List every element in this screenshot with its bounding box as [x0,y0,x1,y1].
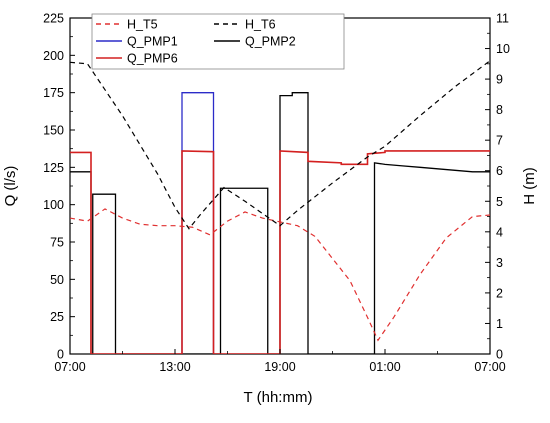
y-right-tick-label: 1 [496,317,503,331]
y-right-tick-label: 2 [496,286,503,300]
y-left-tick-label: 0 [57,348,64,362]
y-left-tick-label: 200 [43,49,64,63]
y-left-tick-label: 75 [50,236,64,250]
y-left-tick-label: 175 [43,86,64,100]
y-right-tick-label: 0 [496,348,503,362]
y-right-tick-label: 3 [496,256,503,270]
y-left-tick-label: 125 [43,161,64,175]
x-tick-label: 13:00 [159,360,190,374]
y-axis-label-right: H (m) [521,167,538,205]
legend: H_T5 H_T6 Q_PMP1 Q_PMP2 Q_PMP6 [91,13,345,70]
x-axis-label: T (hh:mm) [244,389,313,406]
series-line-q-pmp1 [181,92,215,354]
series-layer [70,60,490,354]
y-axis-label-left: Q (l/s) [2,166,19,207]
legend-label-q-pmp6: Q_PMP6 [127,52,178,66]
x-tick-label: 07:00 [54,360,85,374]
y-right-tick-label: 10 [496,42,510,56]
legend-label-q-pmp2: Q_PMP2 [245,35,296,49]
y-right-tick-label: 11 [496,12,509,26]
y-left-tick-label: 25 [50,310,64,324]
legend-label-q-pmp1: Q_PMP1 [127,35,178,49]
y-left-tick-label: 225 [43,12,64,26]
legend-label-h-t5: H_T5 [127,18,158,32]
y-right-tick-label: 9 [496,73,503,87]
x-tick-label: 07:00 [474,360,505,374]
x-tick-label: 01:00 [369,360,400,374]
y-left-tick-label: 150 [43,124,64,138]
x-tick-label: 19:00 [264,360,295,374]
y-right-tick-label: 7 [496,134,503,148]
y-right-tick-label: 6 [496,164,503,178]
y-right-tick-label: 8 [496,103,503,117]
y-left-tick-label: 100 [43,198,64,212]
series-line-h-t6 [70,60,490,230]
series-line-q-pmp6 [70,150,490,354]
y-right-tick-label: 5 [496,195,503,209]
series-line-h-t5 [70,208,490,342]
y-right-tick-label: 4 [496,225,503,239]
legend-label-h-t6: H_T6 [245,18,276,32]
axes-layer: 0 25 50 75 100 125 150 175 200 225 0 1 2 3 4 5 6 7 8 9 10 11 0… [43,12,510,375]
series-line-q-pmp2 [70,92,490,354]
y-left-tick-label: 50 [50,273,64,287]
